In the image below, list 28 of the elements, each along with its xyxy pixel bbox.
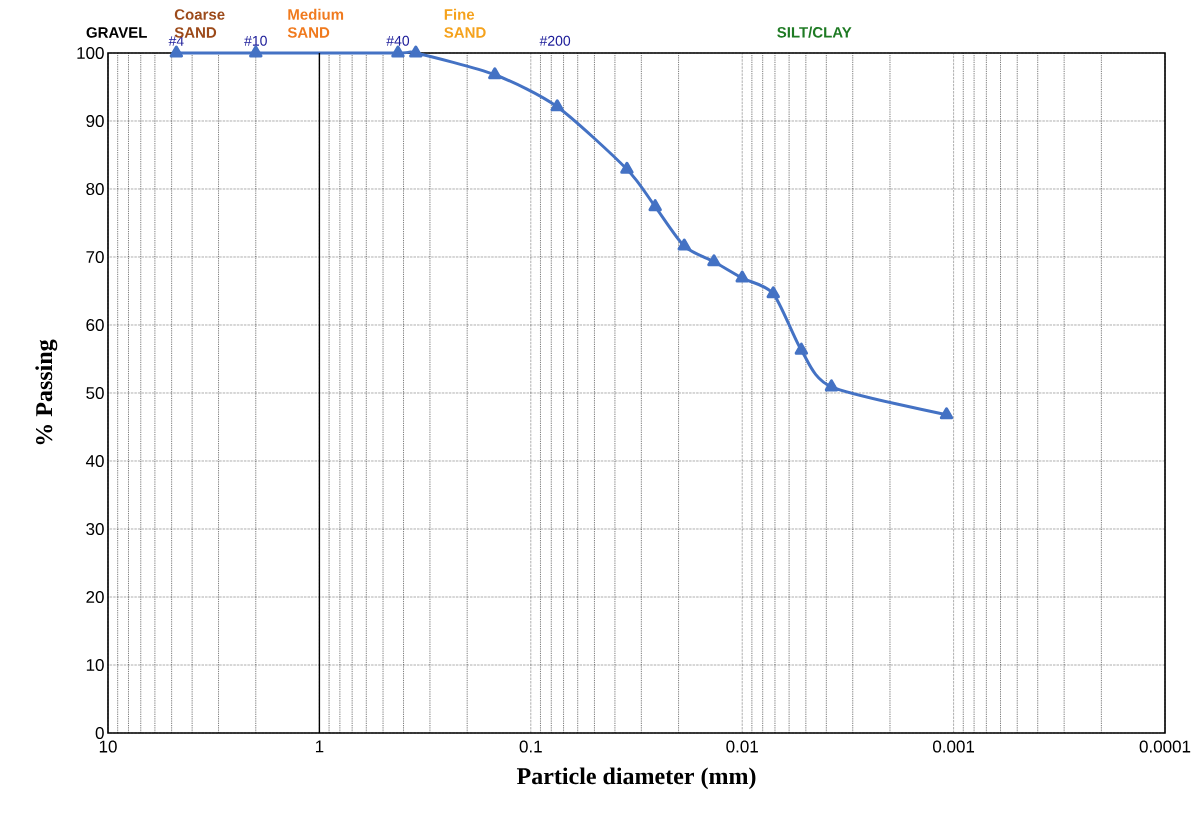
annotation: #10 <box>244 35 267 46</box>
y-tick-label: 80 <box>86 182 104 196</box>
y-tick-label: 60 <box>86 318 104 332</box>
y-tick-label: 20 <box>86 590 104 604</box>
y-tick-label: 30 <box>86 522 104 536</box>
x-tick-label: 0.01 <box>726 740 758 753</box>
y-tick-label: 90 <box>86 114 104 128</box>
text: GRAVEL <box>86 27 147 38</box>
text: #200 <box>539 35 571 46</box>
y-tick-label: 0 <box>95 726 104 740</box>
x-tick-label: 0.001 <box>933 740 975 753</box>
text: Fine SAND <box>444 8 486 38</box>
y-axis-title: % Passing <box>35 339 58 445</box>
text: Medium SAND <box>287 8 344 38</box>
y-tick-label: 40 <box>85 454 104 468</box>
annotation: #4 <box>168 36 184 46</box>
annotation: #40 <box>386 35 410 46</box>
x-tick-label: 0.1 <box>519 740 542 753</box>
x-tick-label: 1 <box>315 740 324 753</box>
y-tick-label: 10 <box>86 658 104 672</box>
y-tick-label: 70 <box>86 250 104 264</box>
y-tick-label: 100 <box>77 46 104 60</box>
y-tick-label: 50 <box>86 386 104 400</box>
text: SILT/CLAY <box>777 26 852 38</box>
x-axis-title: Particle diameter (mm) <box>516 767 756 790</box>
x-tick-label: 10 <box>99 740 117 753</box>
x-tick-label: 0.0001 <box>1139 740 1191 753</box>
text: Coarse SAND <box>174 9 225 38</box>
